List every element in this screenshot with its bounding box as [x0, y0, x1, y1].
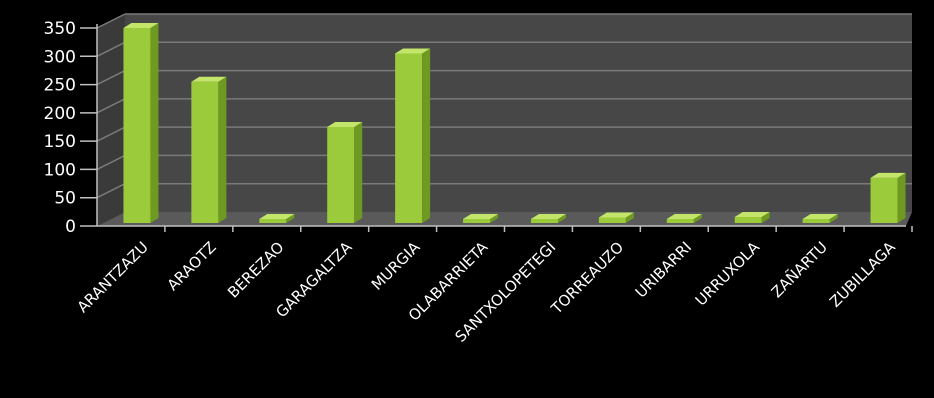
bar-top: [395, 48, 431, 54]
x-category-label: ZUBILLAGA: [826, 238, 899, 311]
y-tick-label: 0: [65, 217, 76, 237]
bar-top: [666, 214, 702, 219]
x-category-label: BEREZAO: [224, 238, 287, 301]
bar-top: [530, 214, 566, 219]
gridline-side: [96, 98, 126, 114]
bar: [870, 177, 898, 223]
bar: [395, 53, 423, 224]
bar-side: [354, 122, 363, 223]
bar-side: [218, 76, 227, 223]
plot-side-wall: [97, 14, 125, 226]
bar-side: [693, 214, 702, 223]
gridline-side: [96, 154, 126, 171]
bar-side: [286, 214, 295, 223]
bar-side: [422, 48, 431, 224]
bar-top: [259, 214, 295, 219]
bar-side: [490, 214, 499, 223]
bar: [666, 219, 694, 223]
x-category-label: TORREAUZO: [547, 238, 627, 318]
plot-floor: [97, 212, 912, 226]
y-tick-label: 350: [44, 19, 76, 39]
y-tick-label: 200: [44, 104, 76, 124]
bar-side: [625, 212, 634, 223]
x-category-label: ARANTZAZU: [74, 238, 152, 316]
gridline-side: [96, 41, 126, 57]
gridline-side: [96, 13, 126, 29]
bar-top: [870, 172, 906, 178]
bar: [259, 219, 287, 223]
gridline-side: [96, 183, 126, 199]
y-tick-label: 300: [44, 47, 76, 67]
bar: [598, 217, 626, 223]
x-category-label: MURGIA: [368, 238, 424, 294]
x-category-label: ZAÑARTU: [767, 237, 831, 301]
bar: [327, 127, 355, 223]
bar: [463, 219, 491, 223]
bar-top: [191, 76, 227, 82]
bar: [530, 219, 558, 223]
bar-top: [734, 211, 770, 217]
gridline-side: [96, 126, 126, 142]
bar-top: [802, 214, 838, 219]
y-tick-label: 100: [44, 160, 76, 180]
bar-side: [557, 214, 566, 223]
bar-top: [123, 23, 159, 28]
x-category-label: URIBARRI: [632, 238, 695, 301]
bar: [802, 219, 830, 223]
bar-side: [150, 23, 159, 223]
bar-side: [761, 211, 770, 223]
bar-top: [463, 214, 499, 219]
x-category-label: URRUXOLA: [692, 238, 764, 310]
y-tick-label: 150: [44, 132, 76, 152]
bar-top: [598, 212, 634, 218]
gridline-side: [96, 69, 126, 86]
y-tick-label: 250: [44, 76, 76, 96]
bar: [734, 216, 762, 223]
bar: [191, 81, 219, 223]
plot-back-wall: [125, 14, 912, 212]
y-tick-label: 50: [54, 189, 76, 209]
bar: [123, 28, 151, 223]
x-category-label: ARAOTZ: [164, 238, 220, 294]
bar-top: [327, 122, 363, 127]
bar-side: [829, 214, 838, 223]
bar-side: [897, 172, 906, 223]
